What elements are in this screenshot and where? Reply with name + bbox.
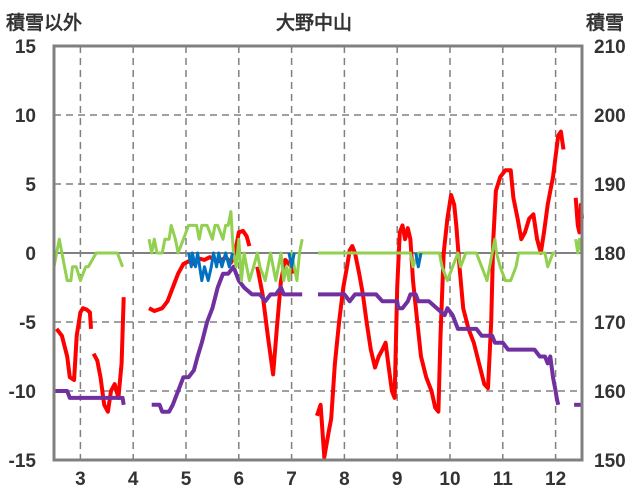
y-tick-label-right: 190	[594, 175, 626, 196]
x-tick-label: 3	[75, 469, 86, 490]
y-tick-label-left: -15	[9, 451, 37, 472]
y-tick-label-left: 10	[15, 106, 36, 127]
chart-title: 大野中山	[276, 13, 353, 34]
y-axis-label-right: 積雪	[586, 13, 625, 34]
series-red-line	[55, 306, 93, 382]
plot-border	[52, 44, 584, 462]
series-green-line	[52, 237, 125, 283]
y-tick-label-left: 5	[25, 175, 36, 196]
x-tick-label: 4	[128, 469, 139, 490]
series-blue-line	[414, 252, 423, 269]
x-tick-label: 9	[392, 469, 403, 490]
x-tick-label: 8	[339, 469, 350, 490]
y-tick-label-left: -5	[19, 313, 36, 334]
x-tick-label: 7	[286, 469, 297, 490]
y-tick-label-right: 210	[594, 37, 626, 58]
y-tick-label-right: 170	[594, 313, 626, 334]
series-red-line	[315, 129, 566, 460]
x-tick-label: 6	[234, 469, 245, 490]
series-purple-line	[318, 292, 561, 406]
y-tick-label-right: 180	[594, 244, 626, 265]
y-tick-label-right: 160	[594, 382, 626, 403]
y-tick-label-right: 200	[594, 106, 626, 127]
x-tick-label: 12	[545, 469, 566, 490]
y-tick-label-left: 15	[15, 37, 37, 58]
series-purple-line	[151, 264, 303, 414]
series-red-line	[91, 297, 126, 414]
series-green-line	[318, 237, 556, 283]
series-blue-line	[187, 251, 234, 283]
x-tick-label: 11	[493, 469, 514, 490]
y-tick-label-left: -10	[9, 382, 36, 403]
tick-labels: 15 10 5 0 -5 -10 -15 210 200 190 180 170 160 150 3 4 5 6 7…	[9, 37, 626, 490]
y-tick-label-left: 0	[25, 244, 36, 265]
plot-frame	[52, 44, 584, 462]
series-blue-line	[287, 252, 296, 269]
data-series	[52, 129, 584, 460]
y-axis-label-left: 積雪以外	[6, 13, 83, 34]
y-tick-label-right: 150	[594, 451, 626, 472]
x-tick-label: 5	[181, 469, 192, 490]
series-green-line	[147, 210, 304, 283]
series-purple-line	[55, 389, 126, 406]
x-tick-label: 10	[439, 469, 460, 490]
